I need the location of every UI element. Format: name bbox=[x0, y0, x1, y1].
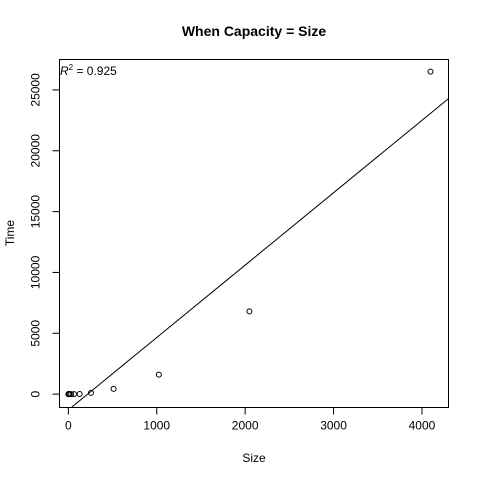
r-symbol: R bbox=[60, 64, 69, 78]
y-axis-label: Time bbox=[3, 220, 17, 247]
x-tick-label: 3000 bbox=[320, 419, 347, 433]
y-tick-label: 5000 bbox=[29, 320, 43, 347]
data-point bbox=[68, 391, 75, 398]
r-squared-annotation: R2 = 0.925 bbox=[60, 63, 117, 78]
regression-line bbox=[70, 98, 449, 408]
y-tick-label: 25000 bbox=[29, 73, 43, 107]
chart-title: When Capacity = Size bbox=[182, 23, 327, 39]
y-tick-label: 10000 bbox=[29, 255, 43, 289]
x-tick-label: 4000 bbox=[409, 419, 436, 433]
data-point bbox=[427, 68, 434, 75]
data-point bbox=[70, 391, 77, 398]
data-point bbox=[155, 371, 162, 378]
data-point bbox=[76, 390, 83, 397]
y-tick-label: 0 bbox=[29, 390, 43, 397]
y-tick-label: 20000 bbox=[29, 134, 43, 168]
data-point bbox=[110, 385, 117, 392]
x-axis-label: Size bbox=[242, 451, 266, 465]
r-exponent: 2 bbox=[69, 63, 74, 72]
data-point bbox=[246, 308, 253, 315]
x-tick-label: 0 bbox=[65, 419, 72, 433]
x-tick-label: 1000 bbox=[143, 419, 170, 433]
r-value: = 0.925 bbox=[73, 64, 117, 78]
x-tick-label: 2000 bbox=[232, 419, 259, 433]
y-tick-label: 15000 bbox=[29, 195, 43, 229]
plot-frame bbox=[59, 59, 449, 408]
